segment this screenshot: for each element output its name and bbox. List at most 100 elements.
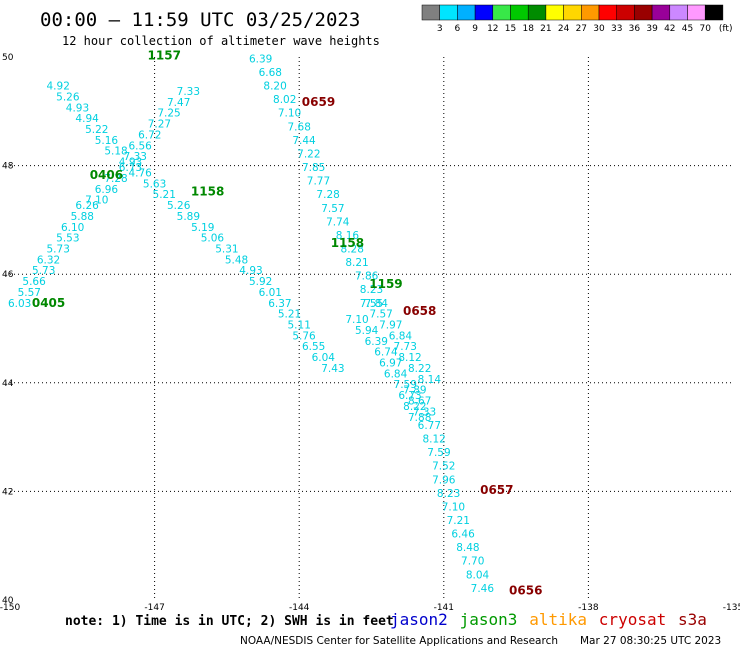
- track-time-label: 0657: [480, 483, 513, 497]
- wave-height-point: 7.59: [394, 379, 417, 391]
- wave-height-point: 6.32: [37, 254, 60, 266]
- satellite-name: jason3: [460, 610, 518, 629]
- wave-height-point: 5.57: [18, 287, 41, 299]
- wave-height-point: 7.46: [471, 583, 495, 595]
- wave-height-point: 7.44: [292, 135, 316, 147]
- wave-height-point: 7.70: [461, 556, 484, 568]
- wave-height-point: 7.57: [321, 203, 344, 215]
- wave-height-point: 5.89: [177, 211, 200, 223]
- track-time-label: 1157: [148, 49, 181, 63]
- wave-height-point: 6.84: [389, 330, 413, 342]
- wave-height-point: 5.92: [249, 276, 272, 288]
- x-tick-label: -144: [289, 603, 310, 613]
- scale-swatch: [634, 4, 653, 21]
- wave-height-point: 7.68: [288, 121, 311, 133]
- track-time-label: 1158: [191, 184, 224, 198]
- wave-height-point: 7.10: [442, 501, 465, 513]
- satellite-name: jason2: [390, 610, 448, 629]
- scale-swatch: [492, 4, 511, 21]
- track-time-label: 1159: [369, 277, 402, 291]
- scale-swatch: [669, 4, 688, 21]
- scale-label: 70: [699, 24, 711, 34]
- wave-height-point: 7.88: [408, 412, 431, 424]
- wave-height-point: 7.86: [355, 271, 379, 283]
- y-tick-label: 42: [2, 487, 13, 497]
- wave-height-point: 5.26: [167, 200, 191, 212]
- wave-height-point: 6.39: [365, 336, 388, 348]
- wave-height-point: 5.94: [355, 325, 379, 337]
- scale-label: 36: [629, 24, 641, 34]
- scale-swatch: [687, 4, 706, 21]
- wave-height-point: 7.33: [124, 151, 147, 163]
- wave-height-point: 6.84: [384, 368, 408, 380]
- scale-label: 3: [437, 24, 443, 34]
- wave-height-point: 7.27: [148, 119, 171, 131]
- scale-swatch: [527, 4, 547, 21]
- wave-height-point: 7.28: [316, 189, 339, 201]
- wave-height-point: 6.97: [379, 358, 402, 370]
- wave-height-point: 5.21: [278, 309, 301, 321]
- y-tick-label: 44: [2, 379, 14, 389]
- wave-height-point: 5.16: [95, 135, 119, 147]
- wave-height-point: 5.53: [56, 233, 79, 245]
- track-time-label: 1158: [331, 236, 364, 250]
- wave-height-point: 4.93: [66, 102, 89, 114]
- footer-credit: NOAA/NESDIS Center for Satellite Applica…: [240, 635, 558, 647]
- scale-label: 30: [593, 24, 605, 34]
- wave-height-point: 7.84: [365, 298, 389, 310]
- wave-height-point: 6.77: [418, 420, 441, 432]
- plot-area: -150 -147 -144 -141 -138 -135 40 42 44 46 48 50 6.03…: [0, 49, 740, 613]
- scale-label: 12: [487, 24, 498, 34]
- scale-swatch: [439, 4, 458, 21]
- wave-height-point: 7.10: [85, 195, 108, 207]
- scale-swatch: [581, 4, 600, 21]
- wave-height-point: 7.85: [302, 162, 325, 174]
- track-time-label: 0658: [403, 304, 436, 318]
- y-tick-label: 40: [2, 596, 14, 606]
- wave-height-point: 8.67: [408, 396, 431, 408]
- wave-height-point: 7.21: [447, 515, 470, 527]
- wave-height-point: 4.76: [128, 167, 152, 179]
- scale-label: 24: [558, 24, 570, 34]
- wave-height-point: 5.73: [47, 243, 70, 255]
- satellite-name: s3a: [678, 610, 707, 629]
- satellite-name: cryosat: [599, 610, 666, 629]
- scale-swatch: [704, 4, 724, 21]
- wave-height-point: 6.37: [268, 298, 291, 310]
- wave-height-point: 5.26: [56, 91, 80, 103]
- wave-height-point: 4.93: [239, 265, 262, 277]
- footer-timestamp: Mar 27 08:30:25 UTC 2023: [580, 635, 721, 647]
- chart-subtitle: 12 hour collection of altimeter wave hei…: [62, 34, 380, 48]
- wave-height-point: 4.94: [75, 113, 99, 125]
- scale-label: 27: [576, 24, 587, 34]
- color-scale-legend: 3 6 9 12 15 18 21 24 27 30 33 36 39 42 45 70 (ft): [421, 4, 733, 34]
- wave-height-point: 8.21: [345, 257, 368, 269]
- x-tick-label: -135: [723, 603, 740, 613]
- wave-height-point: 7.74: [326, 216, 350, 228]
- wave-height-point: 6.68: [259, 67, 282, 79]
- wave-height-point: 4.93: [119, 157, 142, 169]
- wave-height-point: 5.22: [85, 124, 108, 136]
- wave-height-point: 5.73: [32, 265, 55, 277]
- scale-label: 39: [646, 24, 658, 34]
- scale-label: 33: [611, 24, 622, 34]
- scale-unit: (ft): [719, 24, 733, 34]
- scale-label: 9: [472, 24, 478, 34]
- scale-swatch: [545, 4, 564, 21]
- satellite-legend: jason2 jason3 altika cryosat s3a: [390, 610, 707, 629]
- scale-label: 6: [455, 24, 461, 34]
- scale-swatch: [616, 4, 635, 21]
- wave-height-point: 5.11: [288, 320, 311, 332]
- wave-height-point: 6.73: [119, 162, 142, 174]
- wave-height-point: 7.77: [307, 176, 330, 188]
- scale-label: 45: [682, 24, 693, 34]
- wave-height-point: 6.72: [138, 129, 161, 141]
- track-time-label: 0659: [302, 95, 335, 109]
- wave-height-point: 5.48: [225, 254, 248, 266]
- wave-height-point: 7.33: [413, 406, 436, 418]
- wave-height-point: 7.59: [427, 447, 450, 459]
- wave-height-point: 8.02: [273, 94, 296, 106]
- wave-height-point: 8.48: [456, 542, 479, 554]
- track-time-label: 0406: [90, 168, 123, 182]
